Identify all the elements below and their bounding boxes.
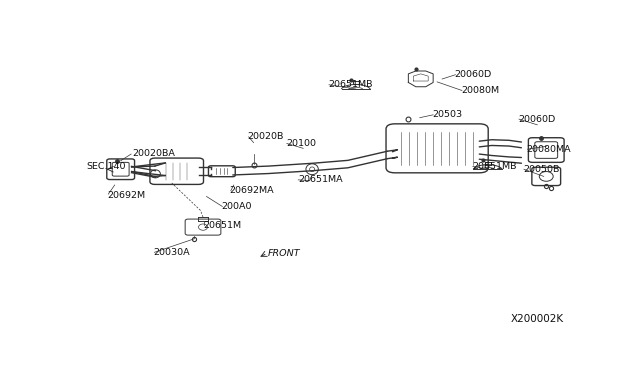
Text: 20651MB: 20651MB xyxy=(472,162,516,171)
Text: 20020BA: 20020BA xyxy=(132,149,175,158)
Text: 20651MB: 20651MB xyxy=(328,80,372,89)
Text: 20651M: 20651M xyxy=(203,221,241,230)
Text: 20100: 20100 xyxy=(286,139,316,148)
Text: FRONT: FRONT xyxy=(268,248,300,258)
Text: 20020B: 20020B xyxy=(248,132,284,141)
Text: 20080M: 20080M xyxy=(461,86,499,95)
Text: 20692M: 20692M xyxy=(108,190,145,199)
Text: 20030A: 20030A xyxy=(154,248,190,257)
Text: 20080MA: 20080MA xyxy=(527,145,571,154)
Text: X200002K: X200002K xyxy=(511,314,564,324)
Text: 20692MA: 20692MA xyxy=(230,186,275,195)
Text: 20050B: 20050B xyxy=(523,165,559,174)
Text: SEC.140: SEC.140 xyxy=(86,162,126,171)
Text: 20503: 20503 xyxy=(432,110,462,119)
Text: 20651MA: 20651MA xyxy=(298,175,343,184)
Text: 20060D: 20060D xyxy=(518,115,556,124)
Text: 20060D: 20060D xyxy=(454,70,492,79)
Text: 200A0: 200A0 xyxy=(221,202,252,211)
